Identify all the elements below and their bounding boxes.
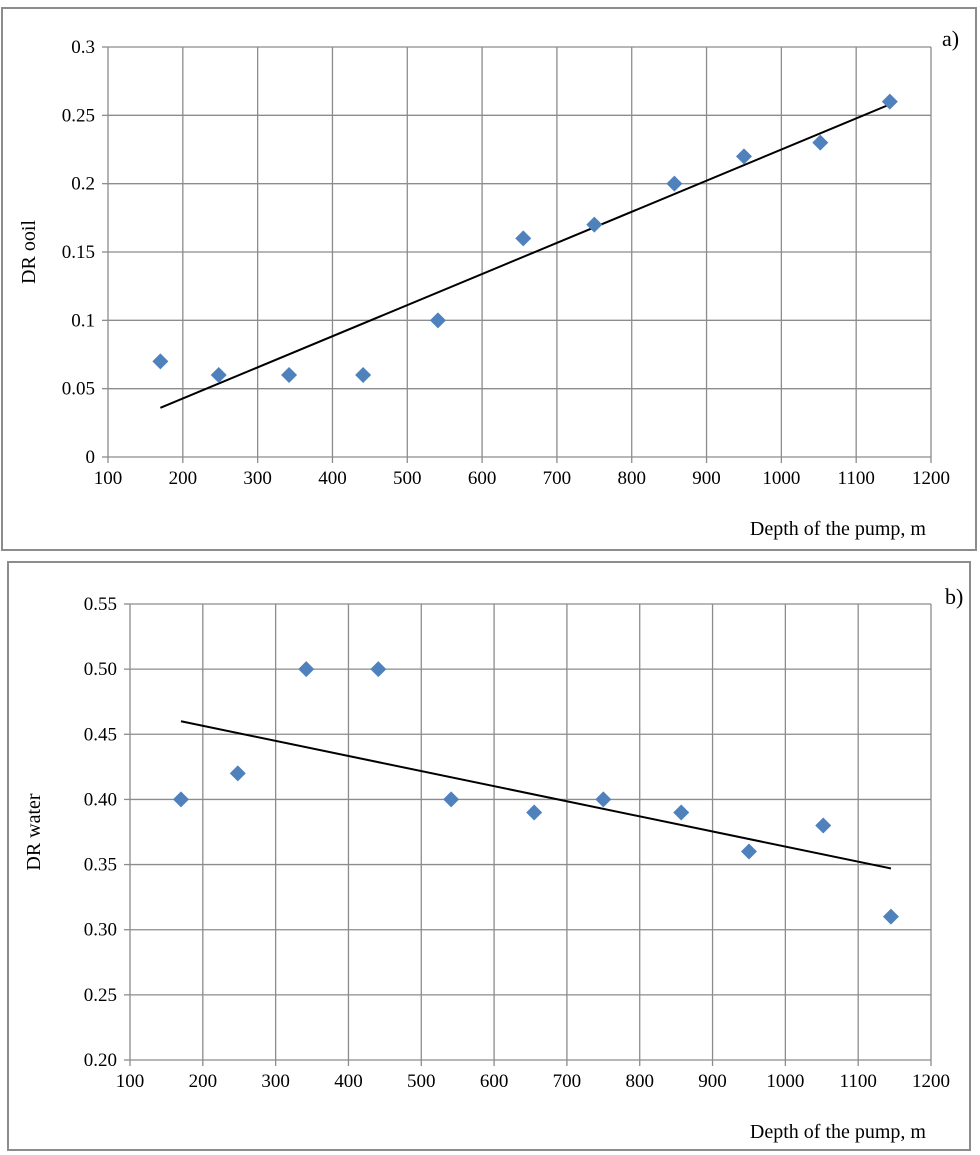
x-axis-label: Depth of the pump, m <box>750 518 927 540</box>
y-tick-label: 0.25 <box>62 105 95 126</box>
x-tick-label: 900 <box>692 468 721 489</box>
x-tick-label: 100 <box>116 1071 145 1092</box>
y-tick-label: 0.50 <box>84 659 117 680</box>
y-tick-label: 0.20 <box>84 1050 117 1071</box>
x-tick-label: 200 <box>189 1071 218 1092</box>
x-tick-label: 1200 <box>912 1071 950 1092</box>
data-point <box>229 765 246 782</box>
data-point <box>595 791 612 808</box>
y-tick-label: 0.40 <box>84 789 117 810</box>
data-point <box>812 134 829 151</box>
y-axis-label: DR water <box>23 793 45 871</box>
chart-frame <box>1 7 977 551</box>
x-tick-label: 600 <box>468 468 497 489</box>
trendline <box>180 720 892 870</box>
chart-frame <box>7 561 971 1151</box>
y-tick-label: 0.05 <box>62 379 95 400</box>
y-axis-label: DR ooil <box>18 220 40 284</box>
data-point <box>882 908 899 925</box>
x-tick-label: 400 <box>334 1071 363 1092</box>
y-tick-label: 0.30 <box>84 920 117 941</box>
data-point <box>740 843 757 860</box>
y-tick-label: 0.55 <box>84 594 117 615</box>
data-point <box>735 148 752 165</box>
data-point <box>429 312 446 329</box>
x-tick-label: 1000 <box>762 468 800 489</box>
x-tick-label: 1200 <box>912 468 950 489</box>
data-point <box>586 216 603 233</box>
data-point <box>515 230 532 247</box>
y-tick-label: 0.3 <box>71 37 95 58</box>
x-tick-label: 700 <box>553 1071 582 1092</box>
data-point <box>281 367 298 383</box>
x-tick-label: 500 <box>393 468 422 489</box>
x-tick-label: 400 <box>318 468 347 489</box>
x-tick-label: 300 <box>243 468 272 489</box>
y-tick-label: 0.15 <box>62 242 95 263</box>
x-axis-label: Depth of the pump, m <box>750 1121 927 1143</box>
chart-panel-a: 100 200 300 400 500 600 700 800 900 1000 1100 1200 0… <box>1 7 977 551</box>
x-tick-label: 1100 <box>840 1071 877 1092</box>
data-point <box>526 804 543 821</box>
data-point <box>355 367 372 383</box>
data-point <box>673 804 690 821</box>
x-tick-label: 1100 <box>838 468 875 489</box>
x-tick-label: 900 <box>698 1071 727 1092</box>
x-tick-label: 200 <box>169 468 198 489</box>
y-tick-label: 0 <box>86 447 96 468</box>
chart-panel-b: 100 200 300 400 500 600 700 800 900 1000 1100 1200 0… <box>7 561 971 1151</box>
data-point <box>370 661 387 678</box>
y-tick-label: 0.25 <box>84 985 117 1006</box>
data-point <box>298 661 315 678</box>
data-point <box>152 353 169 370</box>
x-tick-label: 700 <box>543 468 572 489</box>
data-point <box>666 175 683 192</box>
panel-label: b) <box>945 584 963 609</box>
data-point <box>815 817 832 834</box>
x-tick-label: 100 <box>94 468 123 489</box>
data-point <box>881 93 898 110</box>
x-tick-label: 500 <box>407 1071 436 1092</box>
x-tick-label: 600 <box>480 1071 509 1092</box>
y-tick-label: 0.1 <box>71 310 95 331</box>
y-tick-label: 0.45 <box>84 724 117 745</box>
trendline <box>159 103 891 409</box>
y-tick-label: 0.2 <box>71 174 95 195</box>
panel-label: a) <box>942 26 959 51</box>
x-tick-label: 300 <box>261 1071 290 1092</box>
y-tick-label: 0.35 <box>84 855 117 876</box>
x-tick-label: 1000 <box>766 1071 804 1092</box>
data-point <box>172 791 189 808</box>
data-point <box>210 367 227 383</box>
data-point <box>443 791 460 808</box>
x-tick-label: 800 <box>625 1071 654 1092</box>
x-tick-label: 800 <box>617 468 646 489</box>
